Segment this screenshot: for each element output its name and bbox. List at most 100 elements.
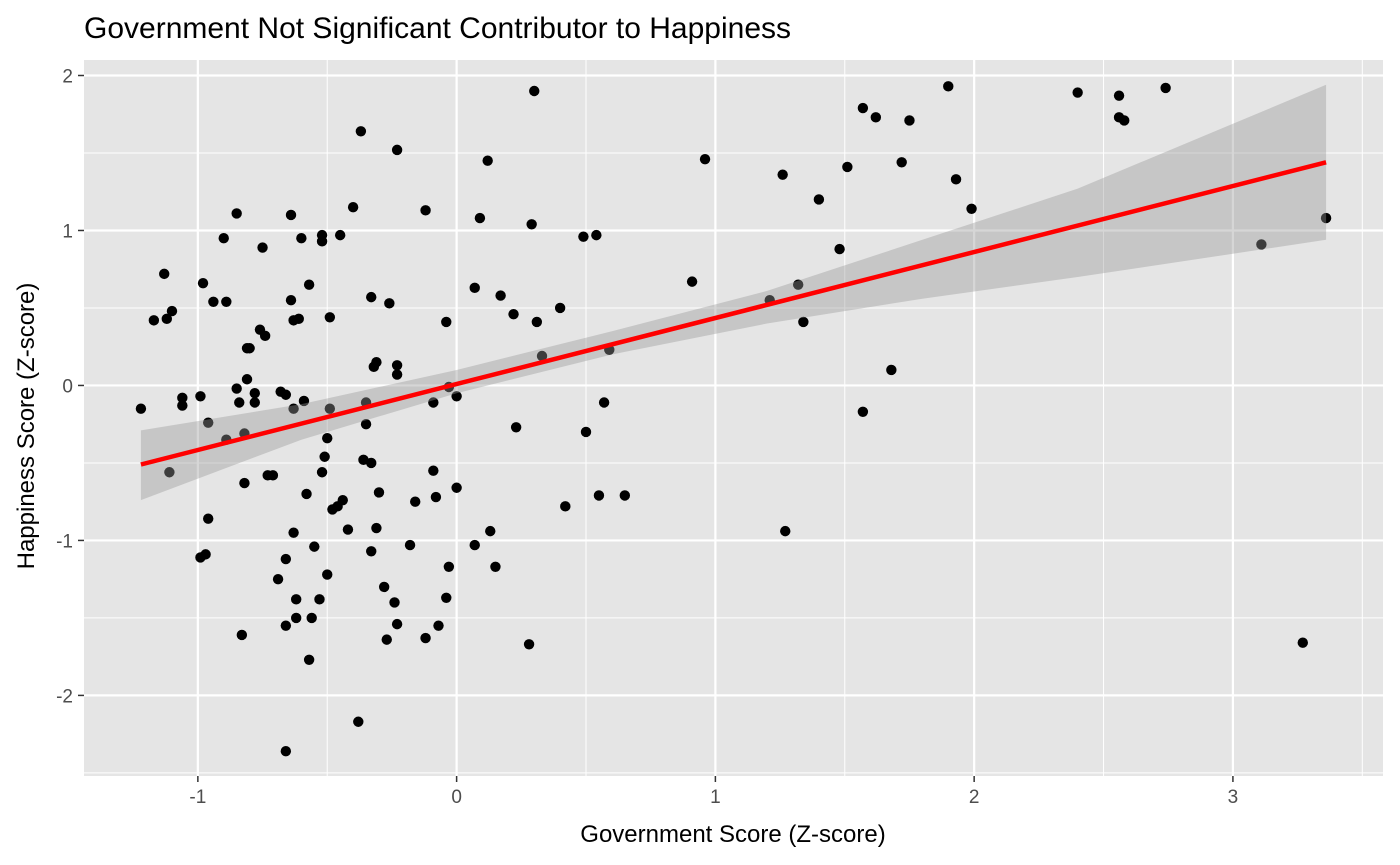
data-point <box>177 392 188 404</box>
data-point <box>593 490 605 501</box>
data-point <box>1320 212 1332 224</box>
data-point <box>324 403 336 414</box>
data-point <box>366 291 377 303</box>
data-point <box>842 161 853 173</box>
data-point <box>371 522 382 534</box>
data-point <box>857 406 869 418</box>
data-point <box>699 153 711 165</box>
y-axis: -2 -1 0 1 2 <box>56 66 84 707</box>
y-tick-label: 2 <box>62 66 73 87</box>
data-point <box>384 298 395 309</box>
data-point <box>485 525 496 537</box>
data-point <box>324 312 336 323</box>
data-point <box>208 296 219 307</box>
data-point <box>526 219 537 230</box>
data-point <box>159 268 170 280</box>
data-point <box>353 716 364 727</box>
data-point <box>267 470 279 481</box>
y-axis-title: Happiness Score (Z-score) <box>13 283 40 570</box>
data-point <box>813 194 825 205</box>
data-point <box>510 422 522 433</box>
data-point <box>288 403 299 414</box>
y-tick-label: 0 <box>62 376 73 397</box>
data-point <box>896 157 907 168</box>
data-point <box>870 112 882 123</box>
data-point <box>792 279 804 290</box>
data-point <box>966 203 977 214</box>
data-point <box>389 597 400 608</box>
data-point <box>166 305 178 317</box>
chart-title: Government Not Significant Contributor t… <box>84 12 791 45</box>
x-axis: -1 0 1 2 3 <box>189 776 1238 808</box>
data-point <box>591 229 602 241</box>
data-point <box>529 85 540 97</box>
data-point <box>443 561 455 572</box>
data-point <box>469 539 480 551</box>
data-point <box>280 389 292 400</box>
data-point <box>316 236 328 247</box>
data-point <box>1160 82 1171 94</box>
data-point <box>1119 115 1130 126</box>
data-point <box>164 467 175 478</box>
x-axis-title: Government Score (Z-score) <box>580 821 885 848</box>
data-point <box>950 174 962 185</box>
data-point <box>430 491 442 503</box>
data-point <box>482 155 493 166</box>
data-point <box>428 465 439 476</box>
data-point <box>469 282 480 294</box>
data-point <box>598 397 610 408</box>
data-point <box>195 391 206 402</box>
data-point <box>288 527 299 538</box>
data-point <box>366 546 377 557</box>
data-point <box>495 290 506 301</box>
data-point <box>280 746 292 757</box>
data-point <box>451 391 462 402</box>
confidence-band <box>140 84 1327 501</box>
data-point <box>249 397 260 408</box>
data-point <box>259 330 271 342</box>
data-point <box>135 403 147 414</box>
data-point <box>857 102 869 114</box>
panel-background <box>84 60 1383 776</box>
data-point <box>580 426 592 438</box>
x-tick-label: 1 <box>710 787 721 808</box>
data-point <box>1297 637 1308 648</box>
data-point <box>777 169 788 180</box>
data-point <box>218 233 229 244</box>
data-point <box>337 494 348 506</box>
data-point <box>203 417 214 428</box>
data-point <box>1072 87 1083 98</box>
data-point <box>236 629 248 641</box>
data-point <box>200 549 211 560</box>
data-point <box>290 612 302 624</box>
data-point <box>391 369 403 380</box>
data-point <box>686 276 698 287</box>
data-point <box>355 126 367 137</box>
data-point <box>314 594 325 605</box>
data-point <box>221 296 232 307</box>
data-point <box>231 383 242 394</box>
data-point <box>780 525 791 537</box>
data-point <box>391 360 403 371</box>
data-point <box>886 364 897 376</box>
data-point <box>391 144 403 156</box>
x-tick-label: 2 <box>969 787 980 808</box>
data-point <box>231 208 242 219</box>
data-point <box>578 231 589 242</box>
x-tick-label: 0 <box>451 787 462 808</box>
data-point <box>203 513 214 524</box>
data-point <box>474 212 486 224</box>
data-point <box>360 418 372 430</box>
data-point <box>1256 239 1267 250</box>
data-point <box>391 618 403 630</box>
data-point <box>161 313 173 325</box>
data-point <box>293 313 304 325</box>
data-point <box>290 594 302 605</box>
data-point <box>316 467 328 478</box>
data-point <box>285 209 297 221</box>
data-point <box>322 432 333 444</box>
data-point <box>508 308 519 320</box>
data-point <box>554 302 566 314</box>
data-point <box>904 115 915 126</box>
